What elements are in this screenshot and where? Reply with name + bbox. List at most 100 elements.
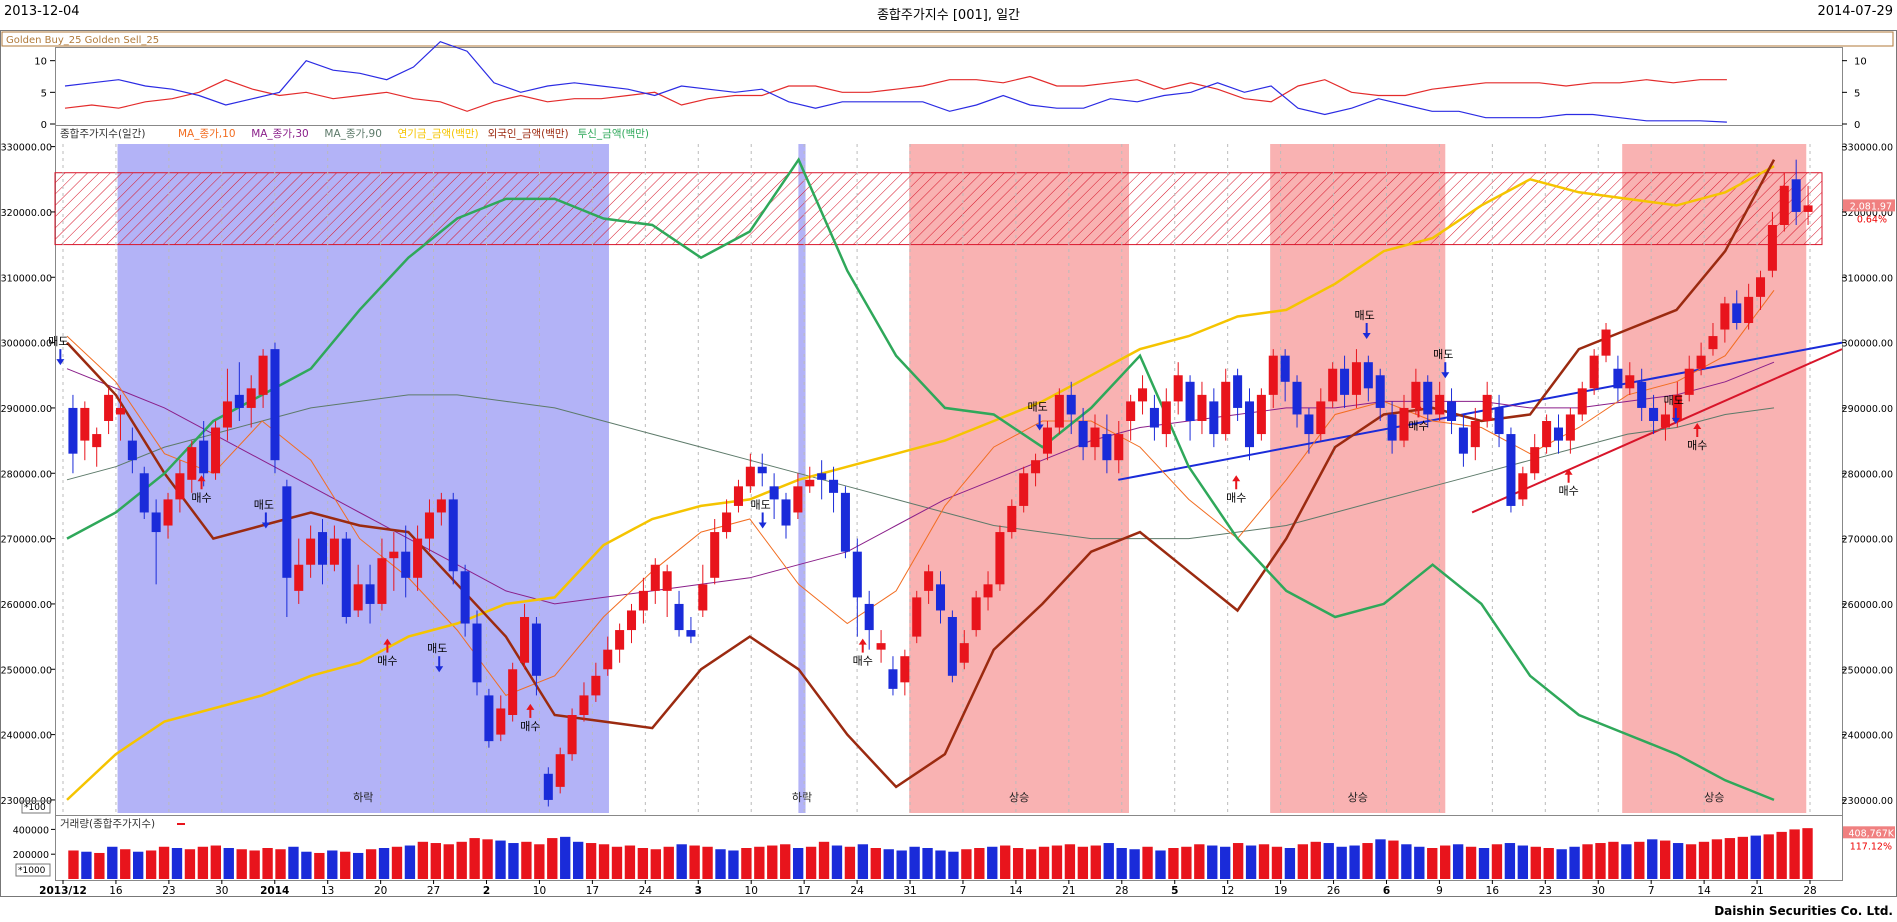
last-price-badge	[1843, 199, 1895, 212]
volume-bar	[1440, 845, 1451, 879]
candle-body	[1756, 277, 1766, 297]
signal-arrowhead	[1564, 468, 1573, 475]
x-tick-label: 6	[1383, 885, 1390, 897]
vol-tick-label: 200000	[13, 850, 49, 861]
candle-body	[317, 532, 328, 565]
candle-body	[674, 603, 684, 631]
volume-bar	[1763, 834, 1774, 879]
price-tick-label-r: 320000.00	[1842, 208, 1893, 219]
candle-body	[793, 486, 803, 513]
volume-bar	[1271, 846, 1283, 879]
candle-body	[151, 512, 161, 533]
volume-bar	[818, 841, 830, 879]
volume-bar	[650, 849, 661, 879]
candle-body	[222, 401, 232, 428]
candle-body	[959, 643, 969, 663]
signal-label: 매수	[377, 655, 397, 668]
candle-body	[270, 349, 280, 461]
candle-body	[1613, 368, 1623, 389]
candle-body	[626, 610, 637, 631]
candle-body	[234, 394, 244, 408]
volume-bar	[572, 841, 584, 879]
zone-label: 하락	[792, 790, 812, 804]
volume-bar	[249, 850, 260, 879]
volume-bar	[1038, 846, 1050, 879]
candle-body	[187, 447, 197, 480]
x-tick-label: 5	[1171, 885, 1178, 897]
candle-body	[115, 407, 125, 415]
volume-bar	[1582, 844, 1593, 879]
price-tick-label: 310000.00	[1, 273, 52, 284]
vol-last-value: 408,767K	[1848, 828, 1894, 839]
candle-body	[139, 473, 149, 513]
signal-label: 매도	[751, 498, 771, 511]
panel-border-2	[55, 815, 1843, 881]
candle-body	[1173, 375, 1183, 402]
indicator-panel: 10 10 5 5 0 0	[34, 41, 1867, 131]
signal-arrowhead	[197, 475, 206, 482]
candle-body	[912, 597, 922, 637]
candle-body	[1149, 407, 1159, 428]
candle-body	[1637, 381, 1647, 408]
candle-body	[995, 532, 1005, 585]
candle-body	[199, 440, 209, 474]
candle-body	[900, 656, 910, 683]
candle-body	[484, 695, 494, 742]
x-tick-label: 10	[745, 885, 758, 897]
signal-arrowhead	[1671, 417, 1680, 424]
candle-body	[246, 388, 256, 408]
price-unit-box	[21, 800, 51, 814]
x-tick-label: 27	[427, 885, 440, 897]
ind-tick-label: 0	[41, 120, 47, 131]
candle-body	[175, 473, 185, 500]
volume-bar	[1181, 846, 1192, 879]
candle-body	[1138, 388, 1148, 402]
candle-body	[472, 623, 482, 683]
volume-bar	[1608, 841, 1619, 879]
x-tick-label: 20	[374, 885, 387, 897]
volume-bar	[922, 848, 933, 879]
line-5	[66, 157, 1775, 802]
ind-series-0	[64, 75, 1727, 112]
x-tick-label: 9	[1436, 885, 1443, 897]
ind-series-1	[64, 41, 1727, 123]
price-tick-label: 260000.00	[1, 600, 52, 611]
volume-bar	[857, 844, 869, 879]
price-tick-label: 330000.00	[1, 143, 52, 154]
volume-bar	[340, 851, 351, 879]
signal-label: 매도	[1028, 400, 1048, 413]
price-tick-label: 290000.00	[1, 404, 52, 415]
candle-body	[341, 538, 351, 617]
volume-bar	[1362, 843, 1373, 879]
x-tick-label: 16	[109, 885, 123, 897]
volume-bar	[780, 844, 791, 879]
candle-body	[1423, 381, 1433, 415]
volume-bar	[1401, 844, 1412, 879]
trendline-blue	[1118, 341, 1843, 481]
volume-bar	[365, 849, 377, 879]
volume-bar	[352, 852, 364, 879]
candle-body	[1720, 303, 1730, 330]
price-tick-label: 320000.00	[1, 208, 52, 219]
volume-bar	[1595, 843, 1606, 879]
candle-body	[1256, 394, 1266, 435]
candle-body	[1565, 414, 1575, 441]
x-tick-label: 2	[483, 885, 490, 897]
volume-bar	[935, 850, 946, 879]
volume-bar	[1232, 843, 1244, 879]
price-tick-label-r: 280000.00	[1842, 469, 1893, 480]
candle-body	[306, 538, 316, 565]
volume-bar	[909, 846, 920, 879]
price-tick-label-r: 230000.00	[1842, 796, 1893, 807]
candle-body	[1589, 355, 1599, 389]
price-legend-0: 종합주가지수(일간)	[60, 127, 145, 140]
volume-bar	[301, 851, 312, 879]
candle-body	[1007, 505, 1017, 533]
candle-body	[1447, 401, 1457, 421]
candle-body	[496, 708, 506, 735]
last-change: 0.64%	[1857, 214, 1887, 225]
candle-body	[722, 512, 732, 533]
price-tick-label-r: 250000.00	[1842, 665, 1893, 676]
candle-body	[555, 754, 565, 787]
volume-bar	[1569, 846, 1580, 879]
